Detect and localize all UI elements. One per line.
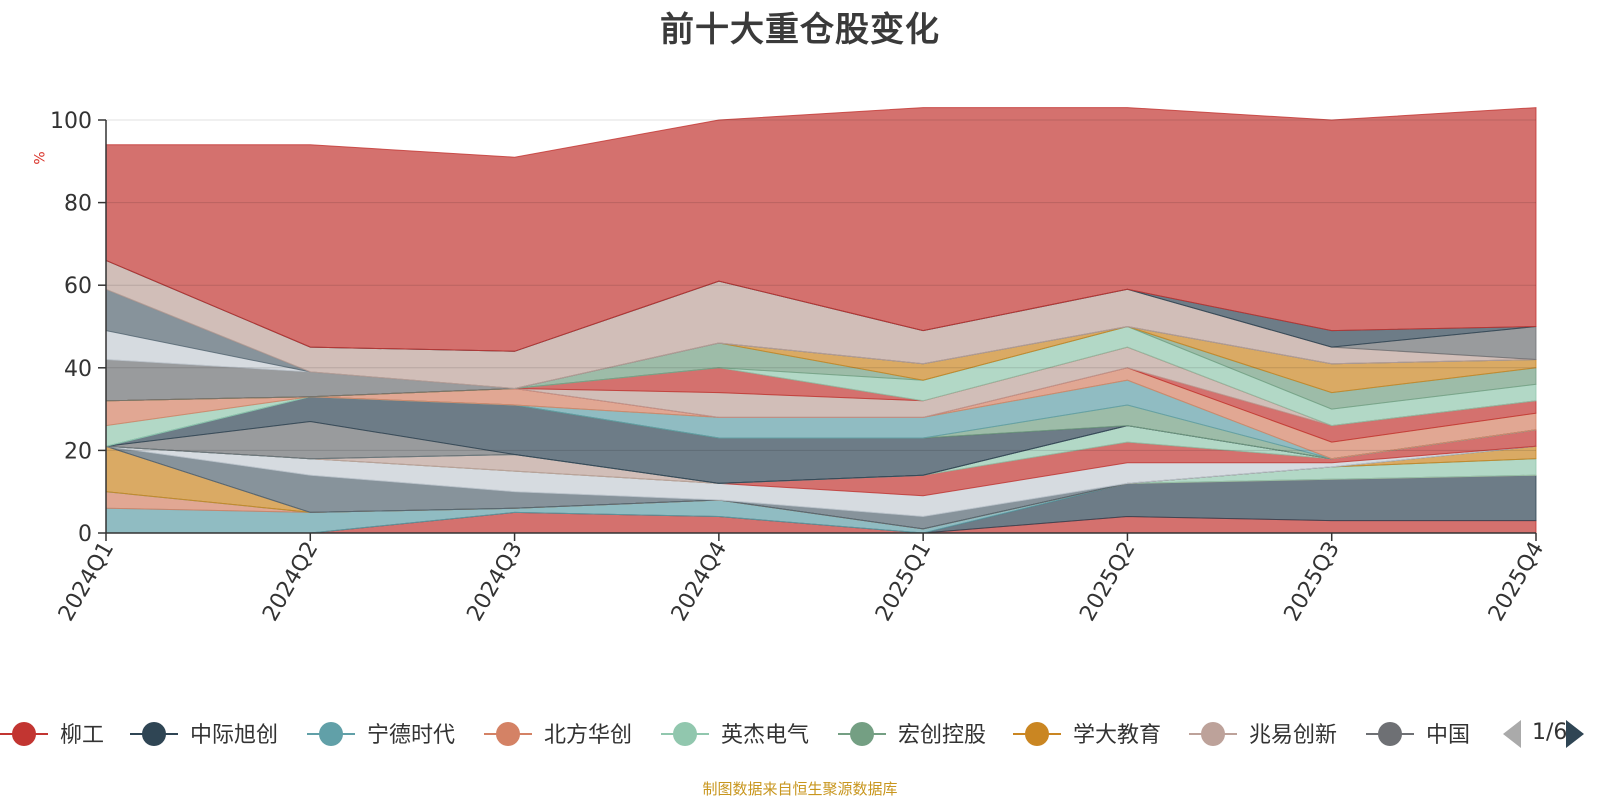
- x-tick-label-2: 2024Q3: [462, 538, 527, 626]
- x-tick-label-4: 2025Q1: [871, 538, 936, 626]
- legend-marker-icon: [673, 722, 697, 746]
- legend-label: 北方华创: [544, 723, 632, 748]
- x-tick-label-1: 2024Q2: [258, 538, 323, 626]
- area-layers: [105, 107, 1537, 534]
- legend-item[interactable]: 中国: [1366, 722, 1470, 748]
- x-tick-label-0: 2024Q1: [54, 538, 119, 626]
- chart-title: 前十大重仓股变化: [660, 10, 940, 50]
- y-tick-label-0: 0: [78, 522, 92, 547]
- data-source-note: 制图数据来自恒生聚源数据库: [702, 780, 898, 798]
- y-tick-label-5: 100: [50, 109, 92, 134]
- y-tick-label-2: 40: [64, 357, 92, 382]
- legend-item[interactable]: 宁德时代: [307, 722, 455, 748]
- legend: 柳工 中际旭创 宁德时代 北方华创 英杰电气 宏创控股 学大教育 兆易创新 中国: [0, 722, 1470, 748]
- legend-label: 学大教育: [1073, 723, 1161, 748]
- legend-label: 柳工: [60, 723, 104, 748]
- y-tick-label-3: 60: [64, 274, 92, 299]
- area-series-34: [105, 107, 1537, 352]
- legend-marker-icon: [850, 722, 874, 746]
- legend-item[interactable]: 英杰电气: [661, 722, 809, 748]
- legend-label: 兆易创新: [1249, 723, 1337, 748]
- legend-label: 中际旭创: [190, 723, 278, 748]
- x-tick-label-7: 2025Q4: [1484, 538, 1549, 626]
- grid-lines: [106, 119, 1536, 451]
- legend-label: 中国: [1426, 723, 1470, 748]
- legend-marker-icon: [1025, 722, 1049, 746]
- legend-item[interactable]: 柳工: [0, 722, 104, 748]
- legend-items: 柳工 中际旭创 宁德时代 北方华创 英杰电气 宏创控股 学大教育 兆易创新 中国: [0, 722, 1470, 748]
- legend-marker-icon: [1201, 722, 1225, 746]
- legend-marker-icon: [12, 722, 36, 746]
- legend-marker-icon: [1378, 722, 1402, 746]
- legend-item[interactable]: 中际旭创: [130, 722, 278, 748]
- legend-marker-icon: [496, 722, 520, 746]
- legend-label: 宁德时代: [367, 723, 455, 748]
- legend-item[interactable]: 兆易创新: [1189, 722, 1337, 748]
- legend-prev-icon[interactable]: [1503, 720, 1521, 748]
- y-tick-label-1: 20: [64, 439, 92, 464]
- y-tick-label-4: 80: [64, 192, 92, 217]
- x-tick-label-6: 2025Q3: [1280, 538, 1345, 626]
- legend-item[interactable]: 学大教育: [1013, 722, 1161, 748]
- legend-pager: [1503, 720, 1584, 748]
- legend-next-icon[interactable]: [1566, 720, 1584, 748]
- legend-marker-icon: [142, 722, 166, 746]
- legend-marker-icon: [319, 722, 343, 746]
- legend-label: 宏创控股: [898, 723, 986, 748]
- x-tick-label-5: 2025Q2: [1075, 538, 1140, 626]
- legend-item[interactable]: 北方华创: [484, 722, 632, 748]
- legend-item[interactable]: 宏创控股: [838, 722, 986, 748]
- x-tick-label-3: 2024Q4: [667, 538, 732, 626]
- legend-label: 英杰电气: [721, 723, 809, 748]
- legend-page-label: 1/6: [1532, 720, 1568, 745]
